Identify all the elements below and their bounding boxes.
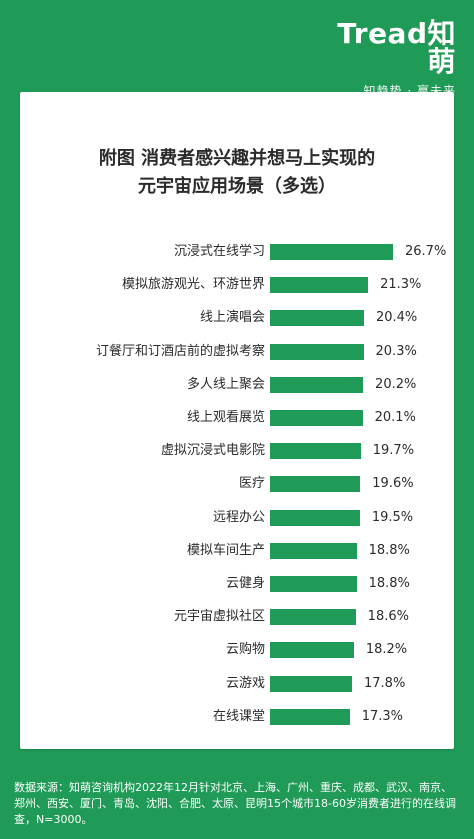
value-label: 26.7% bbox=[405, 244, 447, 259]
category-label: 线上观看展览 bbox=[186, 410, 265, 425]
category-label: 云购物 bbox=[225, 642, 265, 658]
bar-row: 元宇宙虚拟社区 18.6% bbox=[20, 602, 454, 632]
bar-row: 远程办公 19.5% bbox=[20, 503, 454, 533]
bar bbox=[270, 642, 354, 659]
value-label: 17.8% bbox=[364, 675, 406, 691]
bar bbox=[270, 708, 350, 725]
category-label: 模拟旅游观光、环游世界 bbox=[121, 277, 265, 293]
bar-row: 医疗 19.6% bbox=[20, 469, 454, 499]
category-label: 多人线上聚会 bbox=[186, 376, 265, 392]
category-label: 模拟车间生产 bbox=[186, 542, 265, 558]
value-label: 20.4% bbox=[375, 310, 418, 326]
data-source-note: 数据来源：知萌咨询机构2022年12月针对北京、上海、广州、重庆、成都、武汉、南… bbox=[14, 781, 456, 826]
bar-row: 云游戏 17.8% bbox=[20, 669, 454, 699]
bar bbox=[270, 576, 357, 592]
bar bbox=[270, 310, 364, 327]
bar-row: 多人线上聚会 20.2% bbox=[20, 370, 454, 400]
value-label: 19.5% bbox=[371, 509, 414, 525]
category-label: 远程办公 bbox=[212, 509, 265, 525]
value-label: 19.7% bbox=[372, 443, 415, 459]
bar bbox=[270, 376, 364, 393]
bar bbox=[270, 476, 361, 493]
chart-title: 附图 消费者感兴趣并想马上实现的 元宇宙应用场景（多选） bbox=[20, 145, 454, 201]
value-label: 18.2% bbox=[365, 642, 408, 658]
bar-row: 模拟旅游观光、环游世界 21.3% bbox=[20, 270, 454, 300]
bar-row: 虚拟沉浸式电影院 19.7% bbox=[20, 436, 454, 466]
category-label: 沉浸式在线学习 bbox=[173, 244, 265, 259]
category-label: 虚拟沉浸式电影院 bbox=[160, 443, 265, 459]
bar-chart: 沉浸式在线学习 26.7% 模拟旅游观光、环游世界 21.3% 线上演唱会 20.4% 订餐… bbox=[20, 237, 454, 747]
chart-title-line-2: 元宇宙应用场景（多选） bbox=[138, 176, 336, 197]
bar-row: 模拟车间生产 18.8% bbox=[20, 536, 454, 566]
bar bbox=[270, 244, 393, 260]
category-label: 医疗 bbox=[238, 476, 265, 492]
value-label: 19.6% bbox=[372, 476, 414, 492]
bar-row: 云健身 18.8% bbox=[20, 569, 454, 599]
bar-row: 云购物 18.2% bbox=[20, 635, 454, 665]
bar-row: 线上演唱会 20.4% bbox=[20, 303, 454, 333]
bar bbox=[270, 443, 361, 460]
bar-row: 在线课堂 17.3% bbox=[20, 702, 454, 732]
bar bbox=[270, 675, 352, 692]
chart-title-line-1: 附图 消费者感兴趣并想马上实现的 bbox=[98, 148, 376, 169]
category-label: 云健身 bbox=[225, 576, 265, 591]
bar bbox=[270, 542, 357, 559]
value-label: 18.6% bbox=[367, 609, 409, 625]
bar bbox=[270, 509, 360, 526]
bar bbox=[270, 277, 369, 294]
value-label: 21.3% bbox=[380, 277, 422, 293]
bar-row: 订餐厅和订酒店前的虚拟考察 20.3% bbox=[20, 337, 454, 367]
category-label: 元宇宙虚拟社区 bbox=[173, 609, 265, 625]
value-label: 17.3% bbox=[361, 708, 403, 724]
chart-card: 附图 消费者感兴趣并想马上实现的 元宇宙应用场景（多选） 沉浸式在线学习 26.7… bbox=[20, 92, 454, 749]
value-label: 20.1% bbox=[374, 410, 416, 425]
bar bbox=[270, 609, 356, 626]
bar bbox=[270, 410, 363, 426]
bar-row: 沉浸式在线学习 26.7% bbox=[20, 237, 454, 267]
value-label: 20.2% bbox=[375, 376, 417, 392]
category-label: 在线课堂 bbox=[212, 708, 265, 724]
brand-header: Tread知萌 知趋势 · 赢未来 bbox=[316, 20, 456, 99]
category-label: 线上演唱会 bbox=[199, 310, 265, 326]
category-label: 订餐厅和订酒店前的虚拟考察 bbox=[95, 343, 265, 359]
bar-row: 线上观看展览 20.1% bbox=[20, 403, 454, 433]
value-label: 20.3% bbox=[375, 343, 417, 359]
category-label: 云游戏 bbox=[225, 675, 265, 691]
value-label: 18.8% bbox=[368, 542, 410, 558]
value-label: 18.8% bbox=[368, 576, 410, 591]
brand-logo: Tread知萌 bbox=[337, 17, 456, 78]
bar bbox=[270, 343, 364, 360]
